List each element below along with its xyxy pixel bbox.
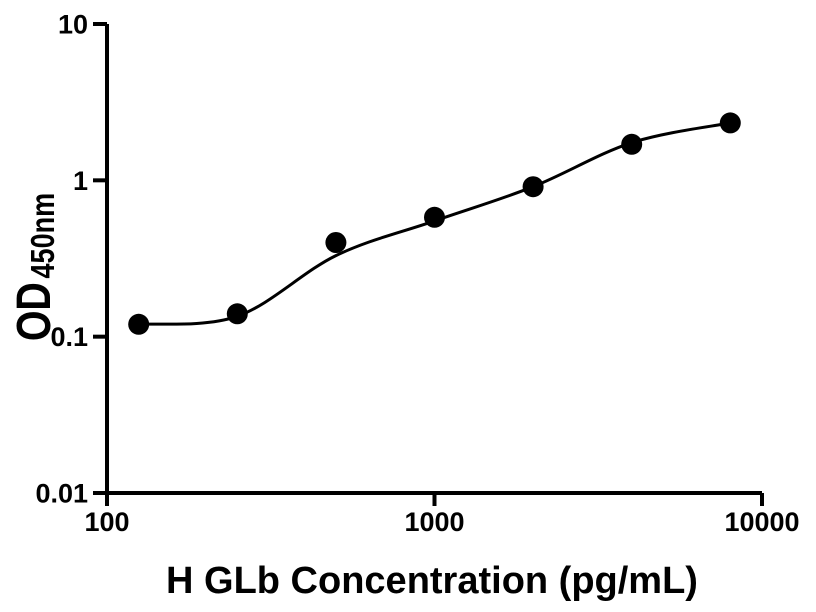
data-point: [719, 112, 741, 134]
x-tick-label: 10000: [724, 507, 799, 537]
y-tick-label: 10: [58, 10, 88, 40]
x-tick-label: 1000: [404, 507, 464, 537]
y-axis-title: OD 450nm: [7, 193, 61, 341]
data-point: [226, 303, 248, 325]
data-point: [621, 133, 643, 155]
data-point: [522, 176, 544, 198]
y-tick-label: 0.01: [35, 479, 88, 509]
x-axis-title: H GLb Concentration (pg/mL): [166, 560, 698, 602]
x-tick-label: 100: [84, 507, 129, 537]
y-tick-label: 0.1: [50, 322, 88, 352]
y-axis-title-main: OD: [7, 282, 61, 341]
data-point: [128, 313, 150, 335]
y-axis-title-subscript: 450nm: [26, 193, 62, 279]
data-point: [325, 232, 347, 253]
data-point: [424, 206, 445, 228]
y-tick-label: 1: [73, 166, 88, 196]
